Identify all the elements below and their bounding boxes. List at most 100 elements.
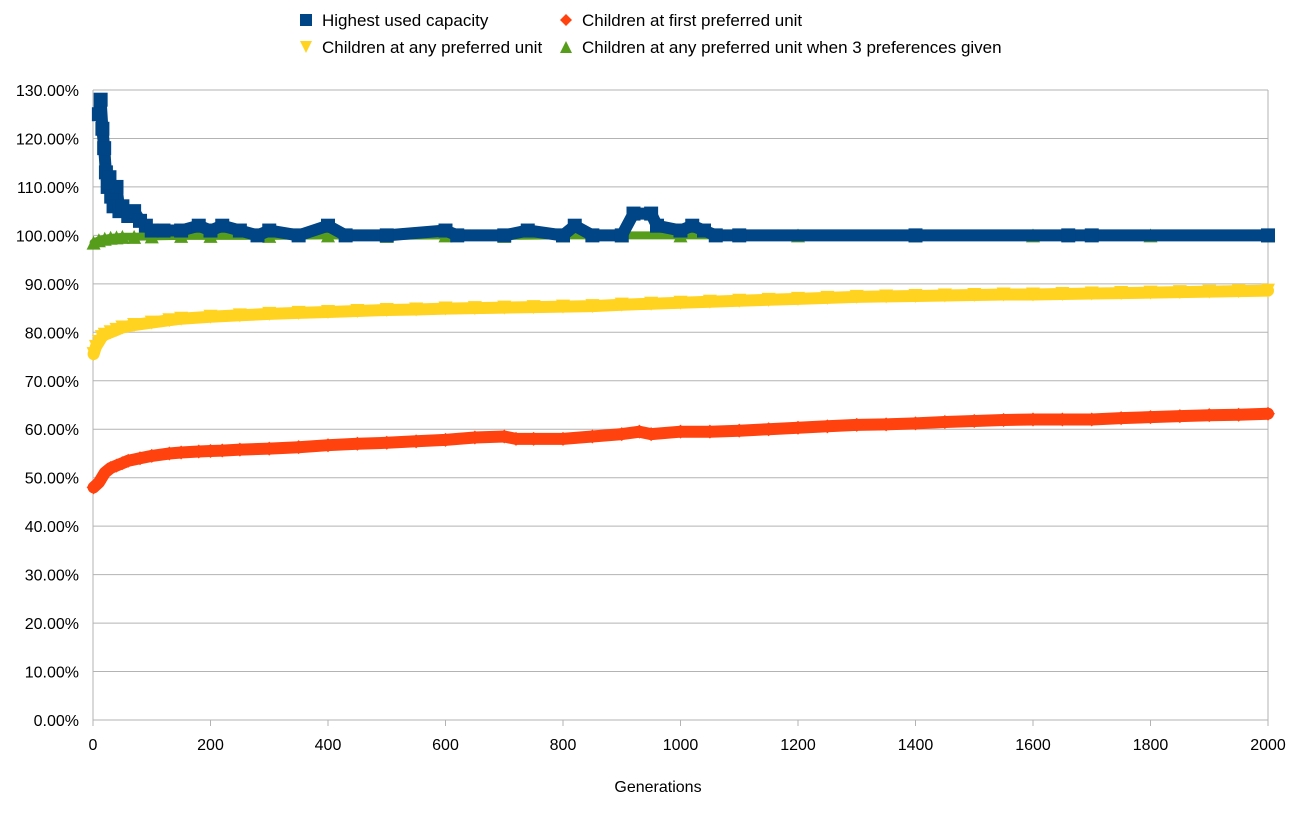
- data-point: [761, 422, 776, 437]
- y-tick-label: 30.00%: [25, 568, 79, 585]
- y-tick-label: 110.00%: [17, 180, 79, 197]
- data-point: [996, 287, 1011, 302]
- x-axis-ticks: 0 200 400 600 800 1000 1200 1400 1600 1800 2000: [89, 720, 1286, 754]
- data-point: [644, 206, 659, 221]
- data-point: [91, 107, 106, 122]
- data-point: [121, 453, 136, 468]
- data-point: [1143, 285, 1158, 300]
- data-point: [321, 304, 335, 319]
- data-point: [379, 303, 394, 318]
- data-point: [937, 288, 952, 303]
- plot-area: [86, 92, 1275, 495]
- data-point: [162, 313, 177, 328]
- data-point: [321, 228, 335, 243]
- data-point: [203, 309, 218, 324]
- data-point: [133, 451, 147, 466]
- x-tick-label: 1600: [1015, 737, 1051, 754]
- legend-symbol: [300, 14, 312, 26]
- data-point: [409, 434, 424, 449]
- data-point: [450, 228, 465, 243]
- data-point: [509, 431, 523, 446]
- data-point: [1084, 228, 1099, 243]
- data-point: [156, 223, 171, 238]
- legend-item: Children at any preferred unit when 3 pr…: [560, 38, 1002, 57]
- y-tick-label: 120.00%: [16, 131, 79, 148]
- data-point: [1055, 287, 1070, 302]
- legend-item: Children at first preferred unit: [560, 11, 802, 30]
- data-point: [350, 303, 365, 318]
- data-point: [632, 424, 647, 439]
- data-point: [732, 228, 747, 243]
- x-tick-label: 1200: [780, 737, 816, 754]
- data-point: [732, 293, 747, 308]
- data-point: [520, 223, 535, 238]
- data-point: [191, 218, 206, 233]
- data-point: [162, 446, 177, 461]
- y-tick-label: 80.00%: [25, 325, 79, 342]
- data-point: [174, 445, 189, 460]
- gridlines: [92, 89, 1269, 721]
- y-tick-label: 50.00%: [25, 471, 79, 488]
- data-point: [708, 228, 723, 243]
- data-point: [614, 427, 629, 442]
- data-point: [967, 413, 982, 428]
- data-point: [467, 430, 482, 445]
- data-point: [673, 424, 688, 439]
- data-point: [291, 440, 306, 455]
- series-highest-used-capacity: [91, 92, 1275, 243]
- data-point: [97, 141, 112, 156]
- data-point: [203, 444, 218, 459]
- data-point: [697, 223, 711, 238]
- legend-item: Children at any preferred unit: [300, 38, 542, 57]
- data-point: [702, 424, 717, 439]
- legend-label: Children at any preferred unit when 3 pr…: [582, 38, 1002, 57]
- data-point: [556, 228, 570, 243]
- data-point: [203, 223, 218, 238]
- data-point: [879, 417, 894, 432]
- data-point: [644, 427, 659, 442]
- data-point: [967, 287, 982, 302]
- data-point: [174, 223, 189, 238]
- data-point: [1231, 284, 1246, 299]
- data-point: [996, 413, 1011, 428]
- legend-label: Children at first preferred unit: [582, 11, 802, 30]
- series-any-preferred: [86, 283, 1275, 362]
- data-point: [585, 228, 600, 243]
- legend-item: Highest used capacity: [300, 11, 489, 30]
- x-tick-label: 0: [89, 737, 98, 754]
- data-point: [820, 419, 835, 434]
- data-point: [1055, 412, 1070, 427]
- data-point: [526, 431, 541, 446]
- data-point: [438, 432, 453, 447]
- legend-symbol: [300, 41, 312, 53]
- data-point: [379, 435, 394, 450]
- data-point: [1261, 228, 1275, 243]
- data-point: [438, 301, 453, 316]
- data-point: [908, 288, 923, 303]
- data-point: [467, 301, 482, 316]
- data-point: [1261, 406, 1275, 421]
- data-point: [215, 218, 230, 233]
- legend-label: Highest used capacity: [322, 11, 489, 30]
- data-point: [95, 121, 110, 136]
- data-point: [115, 229, 130, 244]
- data-point: [127, 229, 142, 244]
- y-tick-label: 100.00%: [16, 228, 79, 245]
- data-point: [1202, 408, 1217, 423]
- data-point: [908, 416, 923, 431]
- data-point: [497, 429, 512, 444]
- data-point: [262, 441, 277, 456]
- data-point: [614, 228, 629, 243]
- data-point: [232, 442, 247, 457]
- data-point: [321, 218, 335, 233]
- data-point: [1114, 286, 1129, 301]
- data-point: [1231, 407, 1246, 422]
- data-point: [1143, 410, 1158, 425]
- data-point: [1084, 412, 1099, 427]
- x-tick-label: 1400: [898, 737, 934, 754]
- data-point: [626, 206, 641, 221]
- series-line-highest-used-capacity: [92, 93, 1274, 242]
- data-point: [1114, 411, 1129, 426]
- data-point: [1261, 283, 1275, 298]
- series-first-preferred: [86, 406, 1275, 495]
